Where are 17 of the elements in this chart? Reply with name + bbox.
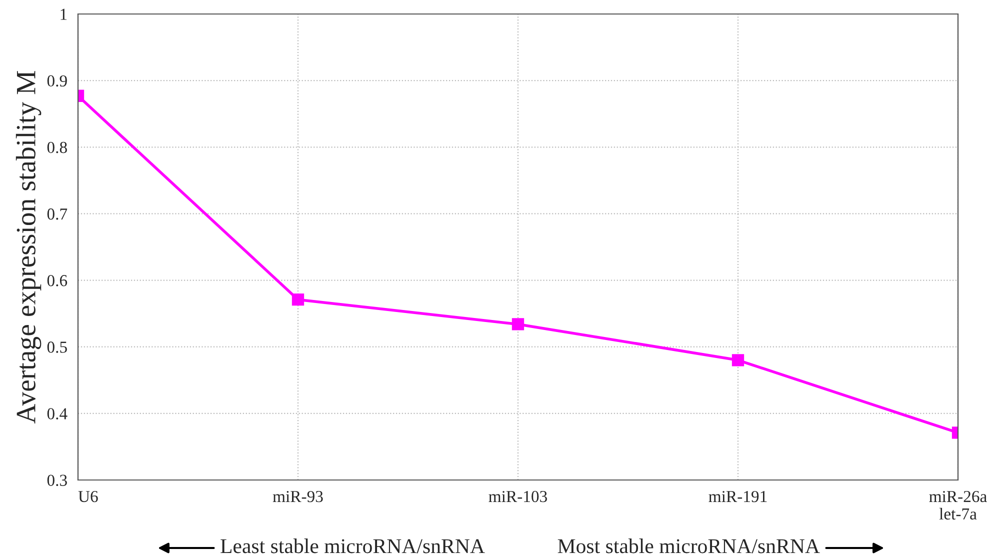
y-axis-title: Avertage expression stability M (16, 71, 42, 424)
x-tick-label: miR-191 (708, 490, 767, 502)
point (512, 318, 524, 330)
y-tick-label: 0.6 (47, 274, 68, 286)
x-tick-label: miR-26a let-7a (929, 490, 987, 520)
text: Most stable microRNA/snRNA (558, 538, 820, 554)
y-tick-label: 0.5 (47, 342, 67, 353)
y-tick-label: 0.7 (47, 208, 68, 220)
x-tick-label: miR-103 (488, 490, 547, 502)
y-tick-label: 0.4 (47, 408, 68, 420)
y-tick-label: 1 (60, 8, 67, 20)
x-tick-label: U6 (78, 490, 98, 502)
x-tick-label: miR-93 (272, 490, 323, 502)
y-tick-label: 0.8 (47, 142, 67, 154)
text: Least stable microRNA/snRNA (220, 538, 485, 554)
y-tick-label: 0.3 (47, 474, 67, 486)
y-tick-label: 0.9 (47, 75, 67, 87)
